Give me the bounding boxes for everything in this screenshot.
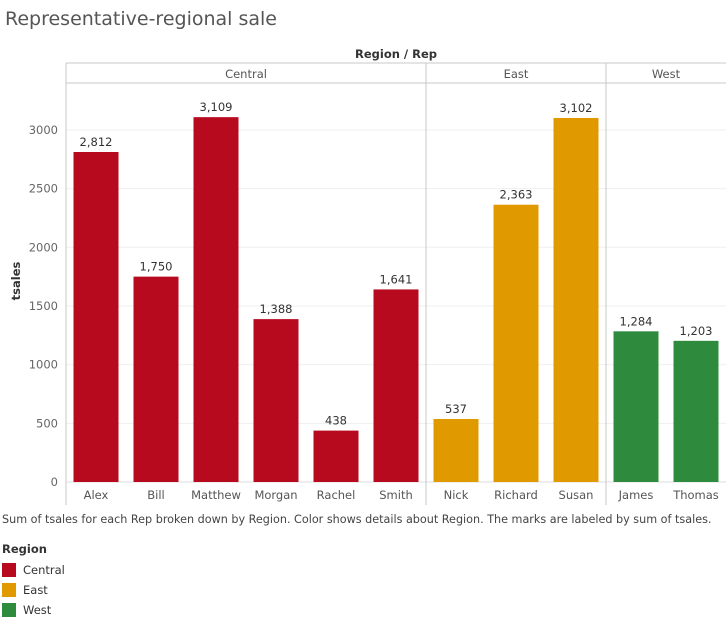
data-label-thomas: 1,203	[680, 324, 713, 338]
region-header-west: West	[652, 67, 681, 81]
x-tick-label-matthew: Matthew	[191, 488, 241, 502]
region-header-east: East	[504, 67, 529, 81]
bar-matthew	[193, 117, 239, 482]
data-label-nick: 537	[445, 402, 467, 416]
legend-swatch-central	[2, 563, 16, 577]
data-label-smith: 1,641	[380, 272, 413, 286]
data-label-james: 1,284	[620, 314, 653, 328]
legend-item-central: Central	[2, 560, 65, 580]
chart-caption: Sum of tsales for each Rep broken down b…	[2, 513, 712, 526]
x-tick-label-bill: Bill	[147, 488, 164, 502]
bar-thomas	[673, 340, 719, 482]
chart-title: Representative-regional sale	[5, 8, 277, 30]
data-labels: 2,812 1,750 3,109 1,388 438 1,641 537 2,363 3,10…	[80, 100, 713, 427]
legend: Region Central East West	[2, 542, 65, 620]
x-tick-label-smith: Smith	[379, 488, 413, 502]
bar-morgan	[253, 319, 299, 482]
x-axis-ticks: Alex Bill Matthew Morgan Rachel Smith Nick Rich…	[84, 488, 719, 502]
bar-nick	[433, 418, 479, 482]
column-header: Region / Rep	[355, 47, 437, 61]
bar-alex	[73, 152, 119, 482]
data-label-bill: 1,750	[140, 260, 173, 274]
legend-item-west: West	[2, 600, 65, 620]
legend-label-central: Central	[23, 563, 65, 577]
bar-susan	[553, 117, 599, 482]
y-tick-label: 2500	[29, 182, 58, 196]
x-tick-label-alex: Alex	[84, 488, 109, 502]
legend-label-west: West	[23, 603, 52, 617]
y-tick-label: 3000	[29, 123, 58, 137]
region-headers: Central East West	[225, 67, 681, 81]
y-tick-label: 500	[36, 416, 58, 430]
x-tick-label-thomas: Thomas	[672, 488, 719, 502]
bar-bill	[133, 276, 179, 482]
y-tick-label: 1000	[29, 358, 58, 372]
data-label-rachel: 438	[325, 414, 347, 428]
x-tick-label-james: James	[618, 488, 654, 502]
x-tick-label-rachel: Rachel	[317, 488, 356, 502]
data-label-matthew: 3,109	[200, 100, 233, 114]
data-label-susan: 3,102	[560, 101, 593, 115]
y-axis-label: tsales	[9, 262, 23, 301]
x-tick-label-richard: Richard	[494, 488, 538, 502]
data-label-morgan: 1,388	[260, 302, 293, 316]
legend-swatch-east	[2, 583, 16, 597]
data-label-alex: 2,812	[80, 135, 113, 149]
y-axis-ticks: 0 500 1000 1500 2000 2500 3000	[29, 123, 58, 489]
bar-richard	[493, 204, 539, 482]
y-tick-label: 0	[51, 475, 58, 489]
y-tick-label: 2000	[29, 240, 58, 254]
legend-title: Region	[2, 542, 47, 556]
legend-item-east: East	[2, 580, 65, 600]
legend-label-east: East	[23, 583, 48, 597]
legend-swatch-west	[2, 603, 16, 617]
region-header-central: Central	[225, 67, 267, 81]
bar-james	[613, 331, 659, 482]
x-tick-label-susan: Susan	[559, 488, 594, 502]
data-label-richard: 2,363	[500, 188, 533, 202]
bar-chart: Region / Rep tsales 0 500 1000 1500 2000 2500…	[9, 47, 726, 505]
bar-smith	[373, 289, 419, 482]
x-tick-label-nick: Nick	[444, 488, 469, 502]
bar-rachel	[313, 430, 359, 482]
x-tick-label-morgan: Morgan	[254, 488, 297, 502]
bars	[73, 117, 719, 482]
y-tick-label: 1500	[29, 299, 58, 313]
